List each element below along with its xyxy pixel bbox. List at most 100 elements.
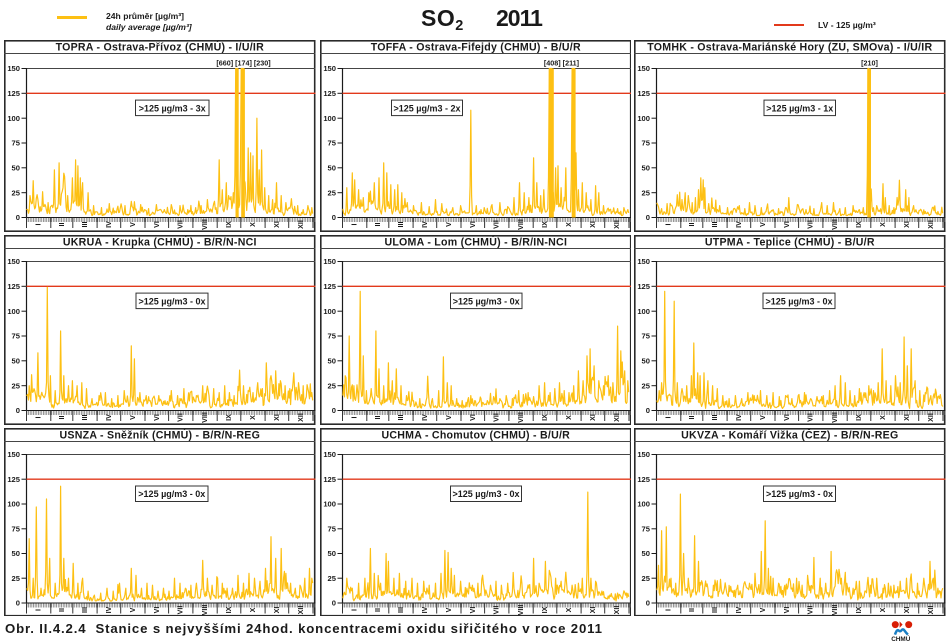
svg-text:V: V	[759, 607, 767, 612]
svg-text:100: 100	[7, 499, 20, 508]
svg-text:II: II	[373, 416, 381, 420]
svg-text:III: III	[81, 222, 89, 228]
svg-text:IV: IV	[735, 414, 743, 421]
svg-text:V: V	[129, 607, 137, 612]
svg-text:XI: XI	[903, 221, 911, 228]
svg-text:X: X	[879, 607, 887, 612]
svg-text:I: I	[665, 223, 673, 225]
svg-text:V: V	[129, 222, 137, 227]
svg-text:X: X	[565, 222, 573, 227]
svg-text:25: 25	[642, 573, 651, 582]
svg-text:II: II	[688, 608, 696, 612]
svg-text:V: V	[129, 415, 137, 420]
svg-text:XII: XII	[612, 605, 620, 614]
svg-text:>125 µg/m3 - 1x: >125 µg/m3 - 1x	[766, 103, 833, 113]
svg-text:100: 100	[323, 114, 336, 123]
svg-text:[210]: [210]	[861, 59, 878, 68]
svg-text:IV: IV	[420, 414, 428, 421]
svg-text:VI: VI	[153, 221, 161, 228]
svg-text:XI: XI	[903, 606, 911, 613]
svg-text:VII: VII	[177, 605, 185, 614]
svg-text:X: X	[565, 607, 573, 612]
svg-text:0: 0	[16, 598, 20, 607]
svg-text:25: 25	[327, 381, 336, 390]
svg-text:TOMHK - Ostrava-Mariánské Hory: TOMHK - Ostrava-Mariánské Hory (ZÚ, SMOv…	[647, 41, 932, 54]
svg-text:XII: XII	[612, 220, 620, 229]
svg-text:>125 µg/m3 - 0x: >125 µg/m3 - 0x	[766, 489, 833, 499]
svg-text:125: 125	[7, 282, 20, 291]
svg-text:VII: VII	[807, 220, 815, 229]
svg-text:50: 50	[642, 163, 650, 172]
svg-text:IX: IX	[225, 606, 233, 613]
svg-text:I: I	[350, 416, 358, 418]
svg-text:25: 25	[12, 381, 21, 390]
svg-text:XII: XII	[612, 413, 620, 422]
svg-text:VIII: VIII	[201, 412, 209, 423]
svg-text:I: I	[35, 416, 43, 418]
svg-text:XII: XII	[927, 605, 935, 614]
svg-text:V: V	[444, 607, 452, 612]
svg-text:III: III	[397, 415, 405, 421]
svg-text:VI: VI	[783, 414, 791, 421]
svg-text:IX: IX	[855, 606, 863, 613]
svg-text:125: 125	[637, 89, 650, 98]
svg-text:VIII: VIII	[517, 412, 525, 423]
svg-text:25: 25	[642, 381, 651, 390]
svg-text:150: 150	[7, 257, 20, 266]
svg-text:0: 0	[646, 213, 650, 222]
svg-text:50: 50	[642, 549, 650, 558]
svg-text:VII: VII	[807, 605, 815, 614]
svg-text:VIII: VIII	[831, 604, 839, 615]
svg-text:X: X	[879, 415, 887, 420]
svg-text:75: 75	[12, 524, 21, 533]
svg-text:II: II	[688, 416, 696, 420]
svg-text:125: 125	[7, 89, 20, 98]
svg-text:IV: IV	[105, 414, 113, 421]
svg-text:150: 150	[323, 257, 336, 266]
svg-text:VII: VII	[177, 413, 185, 422]
svg-text:VIII: VIII	[517, 604, 525, 615]
svg-text:V: V	[444, 415, 452, 420]
svg-text:100: 100	[637, 307, 650, 316]
svg-text:IX: IX	[225, 414, 233, 421]
svg-text:XI: XI	[273, 414, 281, 421]
svg-text:IX: IX	[541, 414, 549, 421]
svg-text:VI: VI	[468, 414, 476, 421]
svg-text:>125 µg/m3 - 0x: >125 µg/m3 - 0x	[139, 296, 206, 306]
svg-text:ULOMA - Lom (CHMÚ) - B/R/IN-NC: ULOMA - Lom (CHMÚ) - B/R/IN-NCI	[384, 236, 567, 249]
svg-text:100: 100	[637, 114, 650, 123]
svg-text:0: 0	[16, 406, 20, 415]
svg-text:>125 µg/m3 - 3x: >125 µg/m3 - 3x	[139, 103, 206, 113]
svg-text:XII: XII	[927, 413, 935, 422]
svg-text:VI: VI	[153, 414, 161, 421]
svg-text:100: 100	[637, 499, 650, 508]
svg-text:0: 0	[646, 598, 650, 607]
svg-text:125: 125	[637, 282, 650, 291]
svg-text:VI: VI	[468, 221, 476, 228]
svg-text:II: II	[373, 223, 381, 227]
svg-text:XII: XII	[297, 413, 305, 422]
svg-text:TOFFA - Ostrava-Fifejdy (CHMÚ): TOFFA - Ostrava-Fifejdy (CHMÚ) - B/U/R	[370, 41, 580, 54]
svg-text:25: 25	[12, 188, 21, 197]
svg-text:IV: IV	[420, 606, 428, 613]
svg-text:IX: IX	[855, 221, 863, 228]
svg-text:VI: VI	[468, 606, 476, 613]
svg-text:75: 75	[12, 332, 21, 341]
svg-text:XI: XI	[273, 221, 281, 228]
svg-text:V: V	[759, 415, 767, 420]
svg-text:150: 150	[637, 64, 650, 73]
svg-text:125: 125	[637, 474, 650, 483]
svg-text:0: 0	[331, 406, 335, 415]
svg-text:VIII: VIII	[517, 219, 525, 230]
svg-text:IX: IX	[541, 221, 549, 228]
svg-text:III: III	[711, 415, 719, 421]
svg-text:VI: VI	[153, 606, 161, 613]
svg-text:VIII: VIII	[201, 219, 209, 230]
svg-text:I: I	[35, 223, 43, 225]
svg-text:50: 50	[327, 549, 335, 558]
svg-text:X: X	[249, 415, 257, 420]
svg-text:125: 125	[7, 474, 20, 483]
svg-text:VIII: VIII	[831, 219, 839, 230]
svg-text:75: 75	[642, 524, 651, 533]
svg-text:UKRUA - Krupka (CHMÚ) - B/R/N-: UKRUA - Krupka (CHMÚ) - B/R/N-NCI	[63, 236, 257, 249]
